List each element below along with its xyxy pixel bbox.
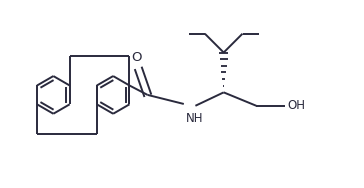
Text: OH: OH	[287, 99, 305, 112]
Text: O: O	[131, 52, 142, 64]
Text: NH: NH	[186, 112, 203, 125]
